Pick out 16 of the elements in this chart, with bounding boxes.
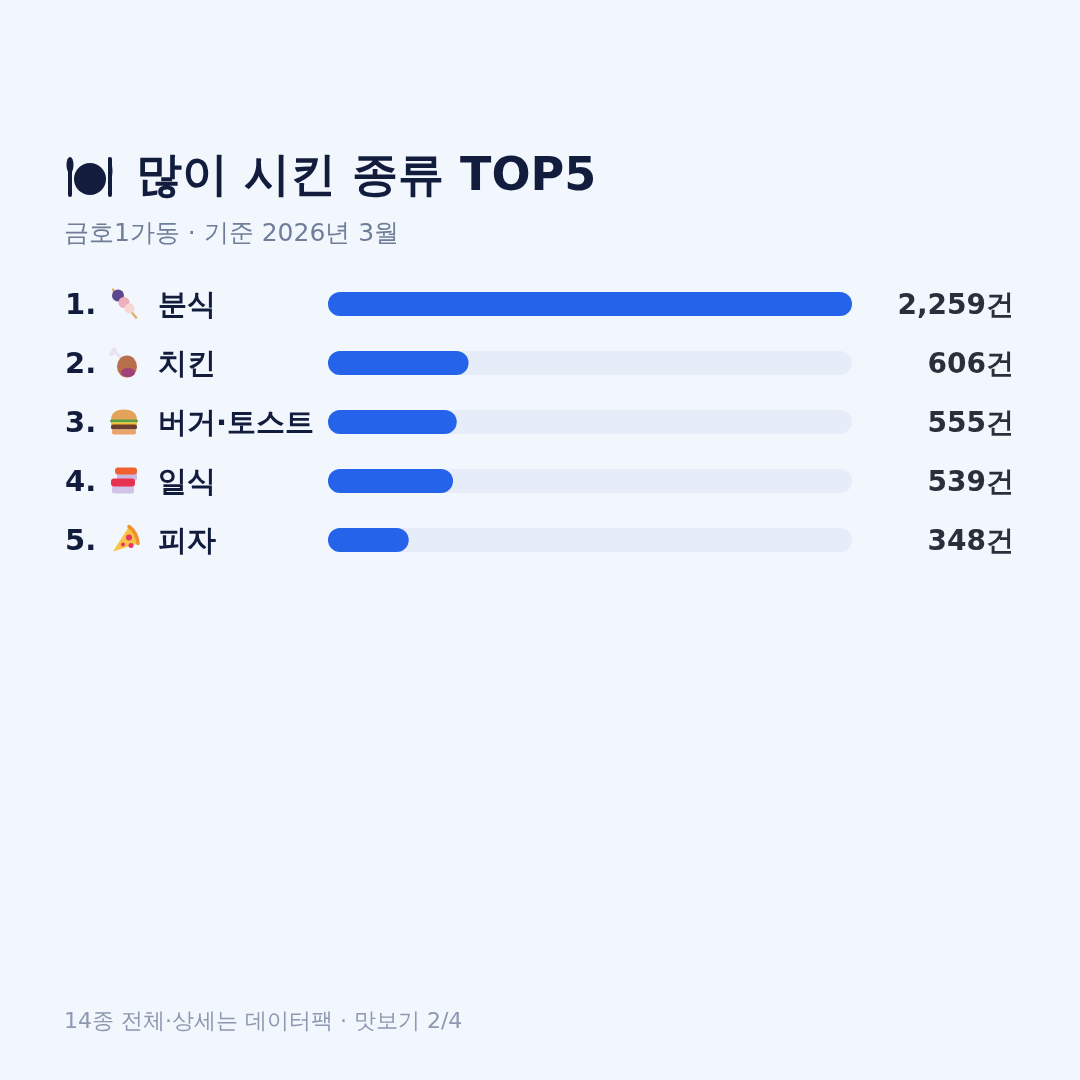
category-label: 2. 치킨 xyxy=(65,345,216,380)
category-label: 1. 분식 xyxy=(65,286,216,321)
category-label: 3. 버거·토스트 xyxy=(65,404,315,439)
chart-subtitle: 금호1가동 · 기준 2026년 3월 xyxy=(64,217,400,249)
data-label: 2,259건 xyxy=(897,287,1014,321)
chart-title: 많이 시킨 종류 TOP5 xyxy=(136,146,597,203)
data-label: 555건 xyxy=(927,405,1014,439)
category-label: 5. 피자 xyxy=(65,522,216,557)
bar xyxy=(328,528,409,552)
bar xyxy=(328,469,454,493)
data-label: 606건 xyxy=(927,346,1014,380)
data-label: 348건 xyxy=(927,523,1014,557)
category-label: 4. 일식 xyxy=(65,463,216,498)
text: 14종 전체·상세는 데이터팩 · 맛보기 2/4 xyxy=(64,1007,463,1035)
data-label: 539건 xyxy=(927,464,1014,498)
bar xyxy=(328,410,457,434)
